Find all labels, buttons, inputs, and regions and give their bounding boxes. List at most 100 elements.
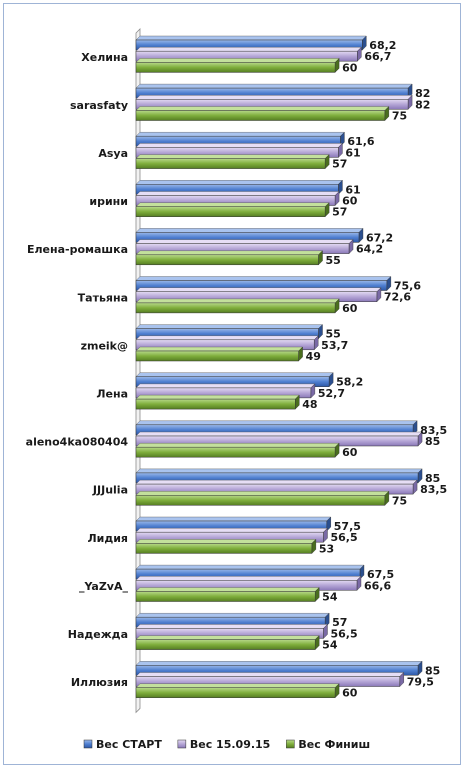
data-label: 85 xyxy=(425,435,440,448)
legend-label: Вес Финиш xyxy=(298,738,370,751)
bar xyxy=(135,660,423,676)
category-label: ирини xyxy=(89,195,128,208)
bar xyxy=(135,490,390,506)
data-label: 61 xyxy=(345,146,360,159)
bar xyxy=(135,394,300,410)
data-label: 83,5 xyxy=(420,424,447,437)
bar xyxy=(135,46,362,62)
bar xyxy=(135,623,328,639)
bar xyxy=(135,516,332,532)
data-label: 53 xyxy=(319,542,334,555)
bar xyxy=(135,346,304,362)
bar xyxy=(135,202,330,218)
data-label: 54 xyxy=(322,639,338,652)
data-label: 60 xyxy=(342,302,358,315)
data-label: 68,2 xyxy=(369,39,396,52)
category-label: aleno4ka080404 xyxy=(26,436,129,449)
bar xyxy=(135,106,390,121)
bar xyxy=(135,227,364,243)
data-label: 72,6 xyxy=(384,291,411,304)
bar xyxy=(135,420,418,436)
bar xyxy=(135,179,343,195)
legend-swatch xyxy=(286,739,295,749)
legend-swatch xyxy=(177,739,187,749)
data-label: 67,2 xyxy=(366,231,393,244)
data-label: 55 xyxy=(326,254,341,267)
bar xyxy=(135,191,340,206)
data-label: 66,7 xyxy=(364,50,391,63)
bar xyxy=(135,57,340,73)
bar xyxy=(135,672,405,687)
bar xyxy=(135,250,323,266)
category-label: sarasfaty xyxy=(70,99,128,112)
category-label: Надежда xyxy=(68,628,128,641)
category-label: Лена xyxy=(96,388,128,401)
legend-item: Вес 15.09.15 xyxy=(177,738,270,751)
data-label: 57 xyxy=(332,158,347,171)
data-label: 56,5 xyxy=(330,531,357,544)
legend-item: Вес Финиш xyxy=(286,738,370,751)
bar xyxy=(135,372,334,388)
bar xyxy=(135,154,330,170)
category-label: zmeik@ xyxy=(81,339,128,352)
data-label: 60 xyxy=(342,446,358,459)
legend-label: Вес 15.09.15 xyxy=(190,738,270,751)
bar xyxy=(135,35,367,51)
data-label: 66,6 xyxy=(364,579,391,592)
category-label: Asya xyxy=(98,147,128,160)
bar xyxy=(135,94,413,110)
bar xyxy=(135,564,365,580)
data-label: 82 xyxy=(415,98,430,111)
data-label: 57 xyxy=(332,206,347,219)
data-label: 79,5 xyxy=(407,676,434,689)
data-label: 54 xyxy=(322,591,338,604)
data-label: 61,6 xyxy=(347,135,374,148)
data-label: 83,5 xyxy=(420,483,447,496)
data-label: 55 xyxy=(326,328,341,341)
bar xyxy=(135,635,320,651)
category-label: Елена-ромашка xyxy=(27,243,128,256)
category-label: Лидия xyxy=(88,532,129,545)
data-label: 61 xyxy=(345,183,360,196)
data-label: 60 xyxy=(342,687,358,700)
data-label: 48 xyxy=(302,398,317,411)
legend-item: Вес СТАРТ xyxy=(83,738,162,751)
data-label: 53,7 xyxy=(321,339,348,352)
bar xyxy=(135,276,392,291)
data-label: 58,2 xyxy=(336,376,363,389)
category-label: Татьяна xyxy=(78,291,128,304)
category-label: JJJulia xyxy=(92,484,128,497)
data-label: 57 xyxy=(332,616,347,629)
bar xyxy=(135,298,340,314)
data-label: 85 xyxy=(425,472,440,485)
data-label: 52,7 xyxy=(318,387,345,400)
chart-frame xyxy=(3,3,461,765)
data-label: 60 xyxy=(342,195,358,208)
data-label: 75 xyxy=(392,110,407,123)
legend-label: Вес СТАРТ xyxy=(96,738,162,751)
data-label: 64,2 xyxy=(356,243,383,256)
data-label: 75 xyxy=(392,494,407,507)
data-label: 85 xyxy=(425,664,440,677)
bar xyxy=(135,683,340,699)
bar xyxy=(135,612,330,628)
data-label: 56,5 xyxy=(330,627,357,640)
category-label: Хелина xyxy=(81,51,128,64)
bar xyxy=(135,287,382,303)
legend-swatch xyxy=(83,739,93,749)
bar xyxy=(135,131,345,147)
bar xyxy=(135,575,362,591)
category-label: _YaZvA_ xyxy=(79,580,129,593)
data-label: 60 xyxy=(342,61,358,74)
bar xyxy=(135,587,320,602)
category-label: Иллюзия xyxy=(71,676,128,689)
data-label: 82 xyxy=(415,87,430,100)
data-label: 57,5 xyxy=(334,520,361,533)
bar xyxy=(135,142,343,158)
axis-wall xyxy=(135,28,141,714)
data-label: 49 xyxy=(306,350,321,363)
bar xyxy=(135,538,317,554)
data-label: 75,6 xyxy=(394,280,421,293)
data-label: 67,5 xyxy=(367,568,394,581)
